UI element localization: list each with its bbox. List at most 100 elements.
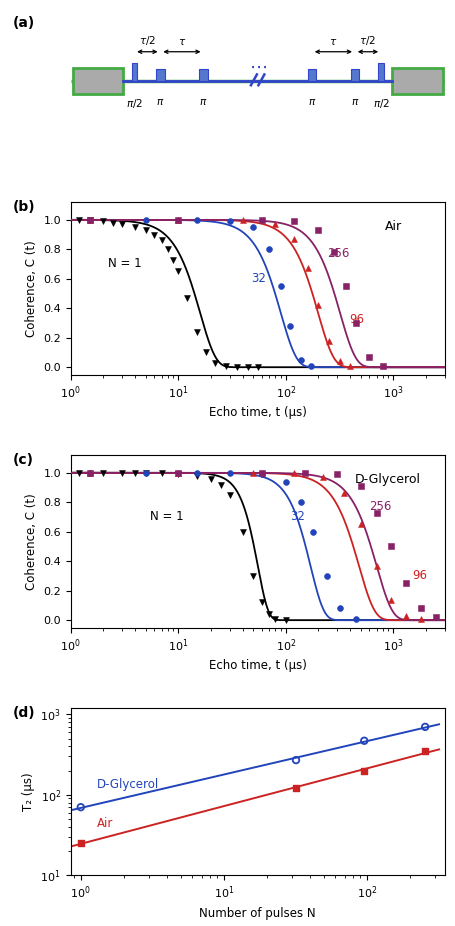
Point [249, 219, 257, 234]
Point [193, 469, 200, 483]
Point [282, 613, 289, 628]
Point [174, 212, 182, 227]
Point [118, 466, 126, 481]
Point [265, 607, 272, 621]
Text: $\pi/2$: $\pi/2$ [372, 97, 389, 110]
Point [225, 466, 233, 481]
Bar [391, 68, 442, 94]
X-axis label: Echo time, t (μs): Echo time, t (μs) [208, 659, 306, 672]
Point [356, 517, 364, 532]
Point [99, 214, 106, 229]
Point [118, 217, 126, 232]
Point [333, 467, 340, 482]
Point [258, 466, 265, 481]
Point [174, 264, 182, 279]
Point [386, 592, 394, 607]
X-axis label: Echo time, t (μs): Echo time, t (μs) [208, 407, 306, 419]
Point [249, 466, 257, 481]
Point [77, 800, 84, 815]
Point [142, 212, 149, 227]
Point [336, 354, 343, 369]
Y-axis label: T₂ (μs): T₂ (μs) [22, 772, 35, 811]
Point [110, 216, 117, 231]
Point [431, 610, 439, 625]
Point [76, 212, 83, 227]
Point [365, 349, 372, 364]
Point [379, 358, 386, 373]
Text: (b): (b) [13, 200, 35, 215]
Point [416, 601, 424, 616]
Point [290, 466, 297, 481]
Point [169, 252, 177, 267]
Point [253, 360, 261, 375]
Bar [72, 68, 123, 94]
Point [340, 486, 347, 501]
Bar [199, 69, 207, 81]
Point [341, 279, 349, 294]
Text: $\pi$: $\pi$ [350, 97, 358, 106]
Point [277, 279, 284, 294]
Point [222, 358, 229, 373]
Text: $\pi$: $\pi$ [307, 97, 315, 106]
Point [290, 214, 297, 229]
Text: 96: 96 [349, 313, 364, 326]
Point [324, 333, 331, 348]
Text: 32: 32 [251, 271, 266, 285]
Point [346, 358, 354, 373]
Text: (c): (c) [13, 454, 34, 468]
Point [360, 733, 367, 748]
Point [271, 611, 278, 626]
Point [86, 212, 93, 227]
Point [314, 223, 321, 238]
Point [360, 763, 367, 778]
Point [386, 539, 394, 554]
Text: D-Glycerol: D-Glycerol [97, 779, 159, 792]
Text: $\pi/2$: $\pi/2$ [126, 97, 142, 110]
Point [202, 345, 209, 360]
Text: N = 1: N = 1 [107, 257, 141, 270]
Bar [350, 69, 358, 81]
Point [329, 244, 337, 259]
Point [86, 466, 93, 481]
Point [306, 358, 313, 373]
X-axis label: Number of pulses N: Number of pulses N [199, 907, 315, 920]
Bar [131, 63, 136, 81]
Point [303, 261, 311, 276]
Point [286, 319, 293, 333]
Text: $\pi$: $\pi$ [156, 97, 164, 106]
Point [142, 223, 149, 238]
Text: N = 1: N = 1 [150, 510, 183, 523]
Point [420, 744, 428, 758]
Point [352, 611, 359, 626]
Point [86, 466, 93, 481]
Point [297, 353, 304, 368]
Point [233, 360, 240, 375]
Point [142, 466, 149, 481]
Bar [378, 63, 383, 81]
Point [401, 576, 408, 591]
Point [183, 291, 190, 306]
Point [297, 494, 304, 509]
Point [225, 487, 233, 502]
Point [292, 781, 299, 795]
Point [174, 466, 182, 481]
Point [401, 608, 408, 623]
Text: 256: 256 [326, 246, 348, 259]
Bar [307, 69, 315, 81]
Point [239, 212, 246, 227]
Text: Air: Air [384, 220, 401, 233]
Text: Air: Air [97, 817, 113, 830]
Point [265, 242, 272, 257]
Point [292, 753, 299, 768]
Bar [156, 69, 164, 81]
Text: $\tau$: $\tau$ [177, 37, 186, 47]
Point [131, 466, 139, 481]
Point [174, 466, 182, 481]
Point [76, 466, 83, 481]
Text: $\pi$: $\pi$ [199, 97, 207, 106]
Text: 96: 96 [411, 569, 426, 582]
Point [372, 506, 379, 520]
Point [207, 471, 214, 486]
Point [174, 467, 182, 482]
Text: $\tau/2$: $\tau/2$ [359, 34, 375, 47]
